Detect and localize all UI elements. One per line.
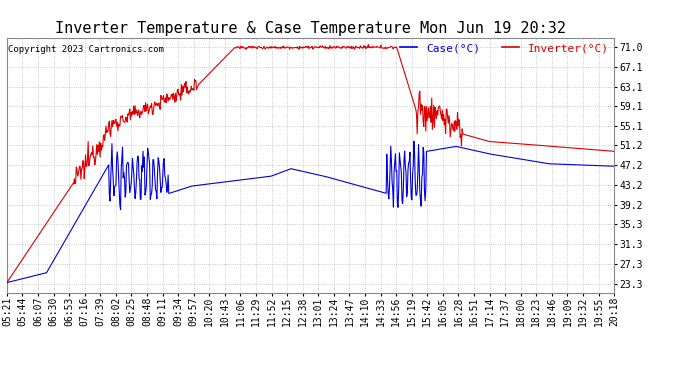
Title: Inverter Temperature & Case Temperature Mon Jun 19 20:32: Inverter Temperature & Case Temperature … [55,21,566,36]
Text: Copyright 2023 Cartronics.com: Copyright 2023 Cartronics.com [8,45,164,54]
Legend: Case(°C), Inverter(°C): Case(°C), Inverter(°C) [396,39,613,57]
